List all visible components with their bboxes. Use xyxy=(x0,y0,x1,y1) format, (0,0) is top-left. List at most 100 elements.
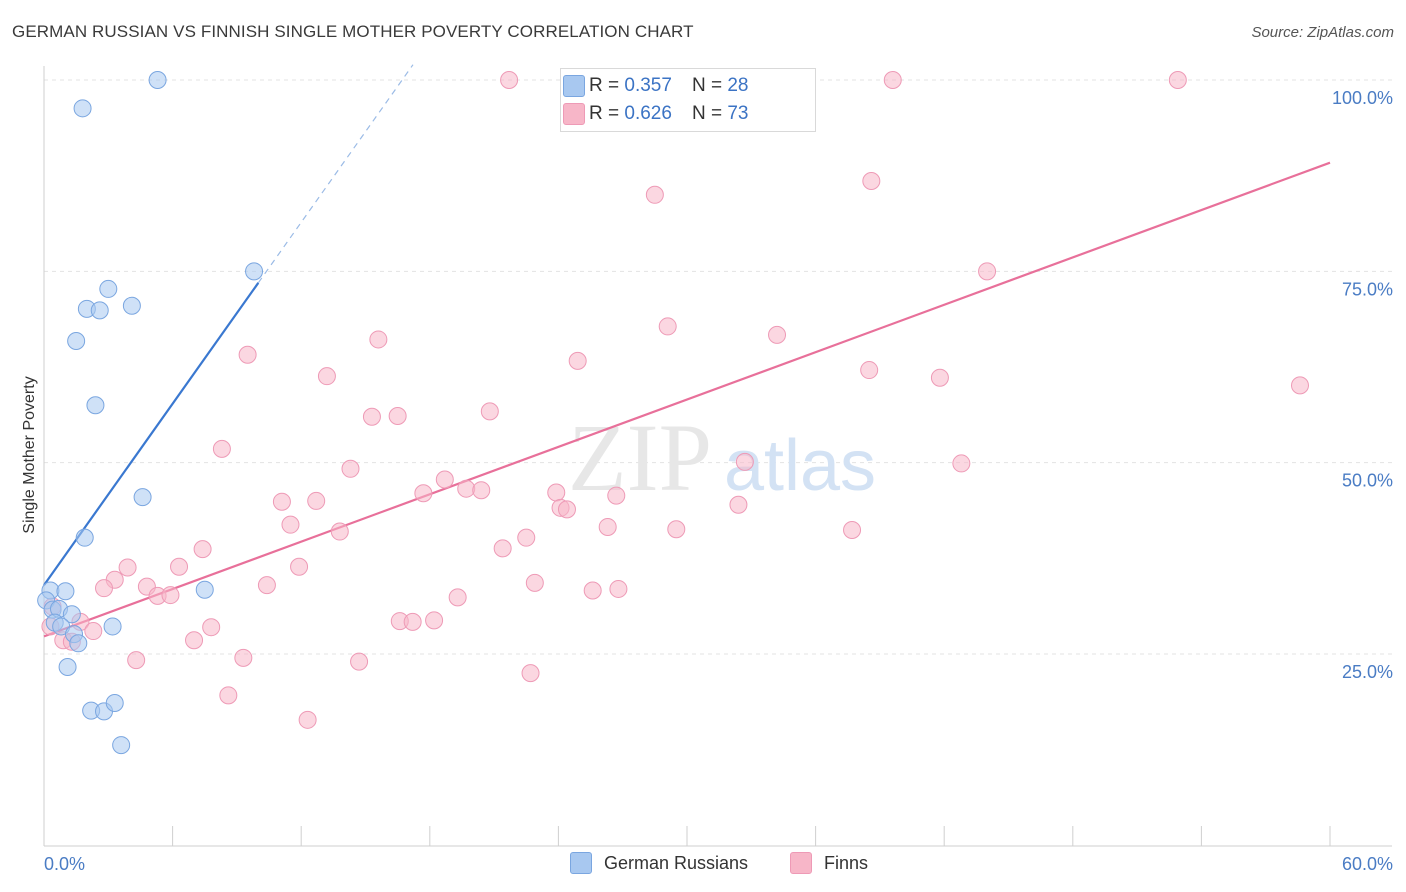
point-german-russians xyxy=(69,634,88,653)
point-finns xyxy=(350,652,369,671)
point-finns xyxy=(307,491,326,510)
point-finns xyxy=(768,325,787,344)
point-german-russians xyxy=(148,71,167,89)
legend-row-german-russians: R = 0.357 N = 28 xyxy=(563,73,748,99)
point-finns xyxy=(607,486,626,505)
point-finns xyxy=(1290,376,1309,395)
point-finns xyxy=(298,710,317,729)
point-finns xyxy=(500,71,519,89)
point-finns xyxy=(517,528,536,547)
point-german-russians xyxy=(133,488,152,507)
point-finns xyxy=(860,361,879,380)
point-finns xyxy=(170,557,189,576)
chart-title: GERMAN RUSSIAN VS FINNISH SINGLE MOTHER … xyxy=(12,22,694,41)
series-legend: German Russians Finns xyxy=(0,852,1406,878)
point-finns xyxy=(843,521,862,540)
point-german-russians xyxy=(122,296,141,315)
trend-line-finns xyxy=(43,161,1331,638)
point-finns xyxy=(281,515,300,534)
correlation-legend: R = 0.357 N = 28 R = 0.626 N = 73 xyxy=(560,68,816,132)
point-german-russians xyxy=(58,658,77,677)
y-tick-label: 50.0% xyxy=(1342,471,1393,491)
point-finns xyxy=(609,579,628,598)
point-finns xyxy=(568,351,587,370)
point-german-russians xyxy=(245,262,264,281)
point-finns xyxy=(219,686,238,705)
trend-extension-german-russians xyxy=(257,64,414,284)
r-label: R = xyxy=(589,75,620,96)
data-points xyxy=(37,71,1309,755)
point-finns xyxy=(238,345,257,364)
axes xyxy=(43,66,1392,847)
point-finns xyxy=(425,611,444,630)
point-finns xyxy=(185,631,204,650)
point-finns xyxy=(234,648,253,667)
y-tick-label: 100.0% xyxy=(1332,88,1393,108)
point-finns xyxy=(598,517,617,536)
legend-swatch-finns xyxy=(563,103,585,125)
legend-item-german-russians[interactable]: German Russians xyxy=(570,852,748,874)
point-finns xyxy=(448,588,467,607)
point-finns xyxy=(257,576,276,595)
legend-swatch-german-russians xyxy=(563,75,585,97)
y-tick-label: 25.0% xyxy=(1342,662,1393,682)
point-finns xyxy=(457,479,476,498)
legend-swatch-finns xyxy=(790,852,812,874)
point-finns xyxy=(583,581,602,600)
r-value: 0.626 xyxy=(624,103,672,124)
tick-labels: 25.0% 50.0% 75.0% 100.0% 0.0% 60.0% xyxy=(44,88,1393,874)
point-german-russians xyxy=(56,582,75,601)
point-finns xyxy=(272,492,291,511)
point-german-russians xyxy=(195,580,214,599)
x-tick-label: 0.0% xyxy=(44,854,85,874)
point-finns xyxy=(414,484,433,503)
r-label: R = xyxy=(589,103,620,124)
point-finns xyxy=(883,71,902,89)
point-german-russians xyxy=(86,396,105,415)
point-finns xyxy=(862,172,881,191)
point-finns xyxy=(403,612,422,631)
n-value: 73 xyxy=(727,103,749,124)
point-german-russians xyxy=(75,528,94,547)
point-finns xyxy=(525,573,544,592)
point-finns xyxy=(202,618,221,637)
point-finns xyxy=(388,406,407,425)
point-finns xyxy=(118,558,137,577)
point-finns xyxy=(84,622,103,641)
legend-item-finns[interactable]: Finns xyxy=(790,852,868,874)
point-finns xyxy=(95,579,114,598)
point-finns xyxy=(557,500,576,519)
point-german-russians xyxy=(62,605,81,624)
point-finns xyxy=(978,262,997,281)
point-german-russians xyxy=(99,279,118,298)
n-label: N = xyxy=(691,75,723,96)
trend-lines xyxy=(43,64,1331,638)
point-german-russians xyxy=(105,693,124,712)
point-finns xyxy=(729,495,748,514)
point-german-russians xyxy=(112,736,131,755)
r-value: 0.357 xyxy=(624,75,672,96)
point-german-russians xyxy=(90,301,109,320)
legend-label: Finns xyxy=(824,852,869,873)
point-finns xyxy=(480,402,499,421)
n-label: N = xyxy=(691,103,723,124)
point-finns xyxy=(472,481,491,500)
point-finns xyxy=(341,459,360,478)
point-finns xyxy=(127,651,146,670)
legend-row-finns: R = 0.626 N = 73 xyxy=(563,101,749,127)
point-finns xyxy=(493,539,512,558)
point-finns xyxy=(330,522,349,541)
legend-swatch-german-russians xyxy=(570,852,592,874)
point-german-russians xyxy=(103,617,122,636)
point-finns xyxy=(735,452,754,471)
point-finns xyxy=(290,557,309,576)
point-finns xyxy=(667,520,686,539)
point-finns xyxy=(193,540,212,559)
y-tick-label: 75.0% xyxy=(1342,279,1393,299)
point-finns xyxy=(645,185,664,204)
point-finns xyxy=(362,407,381,426)
point-finns xyxy=(521,664,540,683)
point-finns xyxy=(1168,71,1187,89)
point-finns xyxy=(930,368,949,387)
